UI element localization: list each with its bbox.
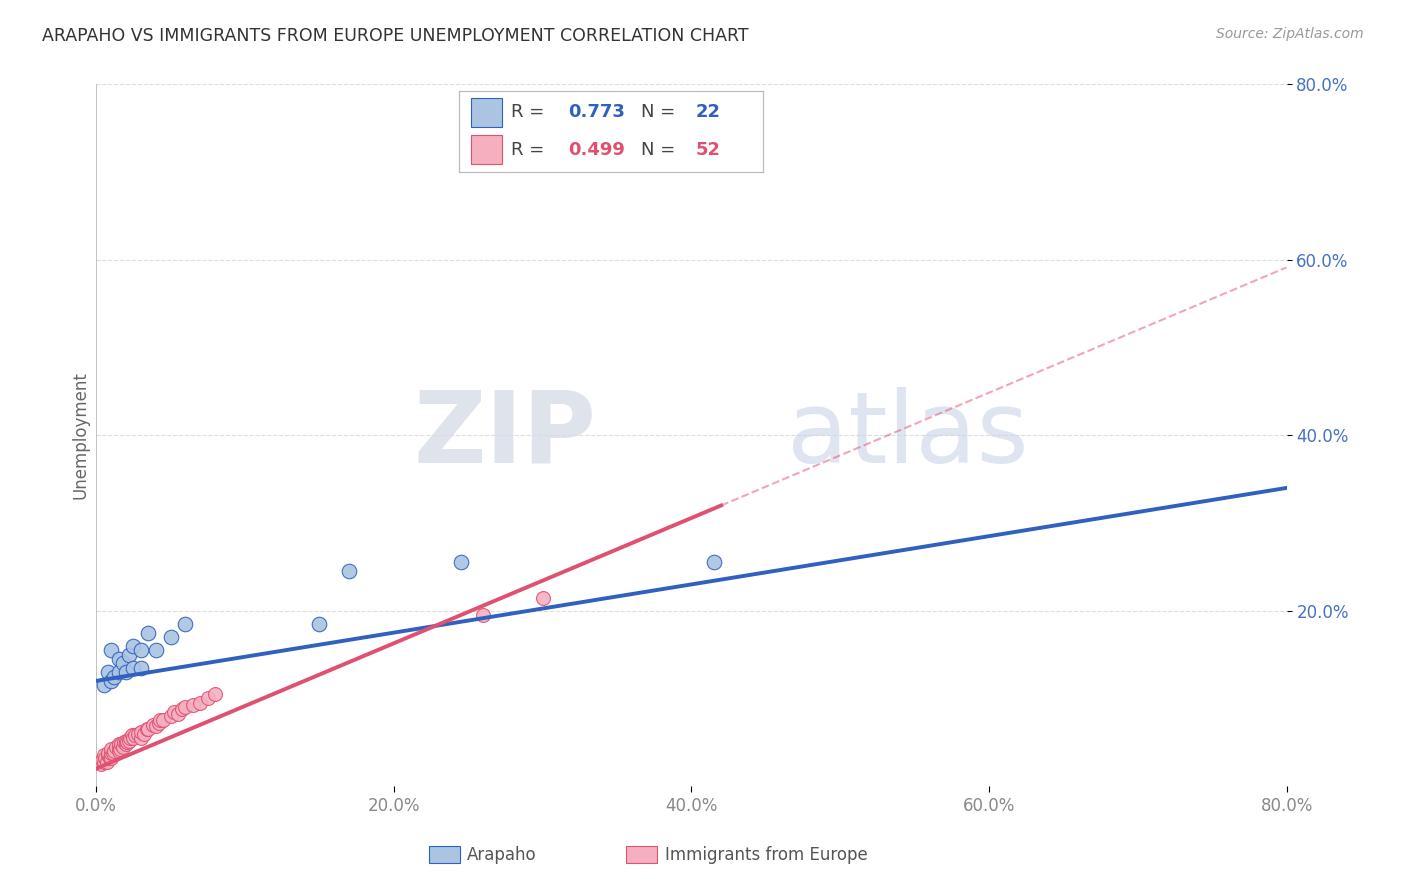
Point [172,702,194,716]
Point [97,748,120,763]
Point [152,714,174,728]
Point [104,739,127,754]
Point [100,643,122,657]
Point [703,556,725,570]
Point [118,733,141,747]
Point [159,709,181,723]
Point [204,687,226,701]
Point [103,669,125,683]
Point [197,691,219,706]
Point [97,746,120,760]
Point [181,698,204,713]
Point [114,735,136,749]
Point [96,755,118,769]
Point [107,739,129,754]
Point [145,643,167,657]
Point [118,648,141,662]
Point [115,665,138,679]
Point [103,744,125,758]
Point [135,722,157,736]
Point [129,661,152,675]
Text: Arapaho: Arapaho [467,846,537,863]
Point [162,705,184,719]
Point [167,707,190,722]
Text: ZIP: ZIP [413,387,596,483]
Point [136,625,159,640]
Point [108,742,131,756]
Point [122,661,145,675]
Text: Source: ZipAtlas.com: Source: ZipAtlas.com [1216,27,1364,41]
Point [121,728,143,742]
Point [115,733,138,747]
Point [90,757,112,772]
Point [93,678,115,692]
Point [132,726,155,740]
Point [98,751,121,765]
Point [149,714,172,728]
Point [107,652,129,666]
Point [129,643,152,657]
Point [122,731,145,745]
Point [100,751,122,765]
Point [136,722,159,736]
Point [142,717,165,731]
Point [148,716,170,731]
Point [129,724,152,739]
Point [188,696,211,710]
Point [174,700,197,714]
Point [115,737,138,751]
Point [107,737,129,751]
Point [129,731,152,745]
Point [472,608,495,623]
Point [124,728,146,742]
Text: ARAPAHO VS IMMIGRANTS FROM EUROPE UNEMPLOYMENT CORRELATION CHART: ARAPAHO VS IMMIGRANTS FROM EUROPE UNEMPL… [42,27,749,45]
Point [145,719,167,733]
Text: Immigrants from Europe: Immigrants from Europe [665,846,868,863]
Point [100,746,122,760]
Y-axis label: Unemployment: Unemployment [72,371,89,500]
Point [93,755,115,769]
Point [337,564,360,578]
Point [100,673,122,688]
Point [120,731,142,745]
Point [91,753,114,767]
Point [127,726,149,740]
Point [122,639,145,653]
Point [101,746,124,760]
Point [100,742,122,756]
Point [94,751,117,765]
Point [174,616,197,631]
Point [107,665,129,679]
Point [107,744,129,758]
Point [111,739,134,754]
Point [159,630,181,644]
Point [117,735,139,749]
Point [111,657,134,671]
Point [110,737,132,751]
Point [450,556,472,570]
Point [97,665,120,679]
Point [531,591,554,605]
Text: atlas: atlas [786,387,1028,483]
Point [308,616,330,631]
Point [93,748,115,763]
